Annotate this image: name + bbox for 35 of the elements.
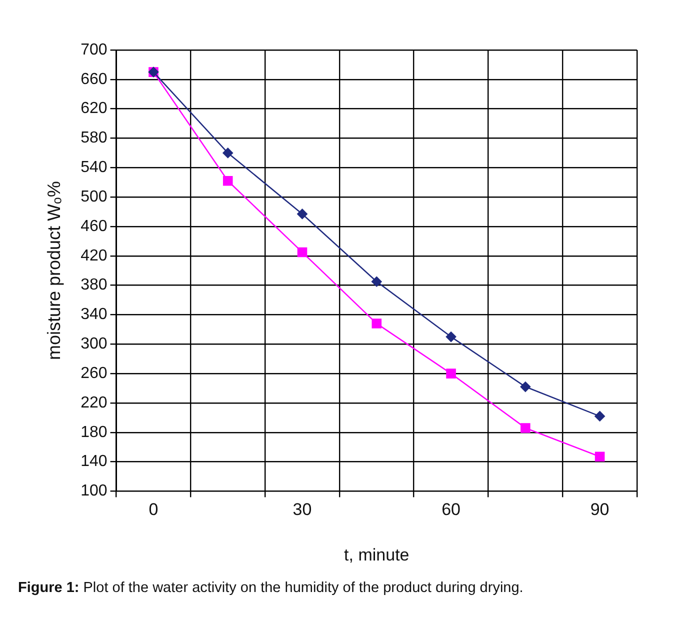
y-tick-label: 220 xyxy=(80,394,108,412)
point xyxy=(446,332,456,342)
point xyxy=(297,208,308,220)
y-tick-label: 260 xyxy=(80,364,108,382)
caption: Figure 1: Plot of the water activity on the humidity of the product during drying. xyxy=(18,580,524,596)
y-tick-label: 340 xyxy=(80,306,108,324)
y-tick-label: 580 xyxy=(80,130,108,147)
point xyxy=(446,368,456,378)
point xyxy=(222,176,233,186)
y-tick-label: 140 xyxy=(80,453,108,470)
y-tick-label: 700 xyxy=(80,41,108,58)
x-tick-label: 90 xyxy=(590,500,610,520)
y-tick-label: 300 xyxy=(80,336,108,353)
y-tick-label: 460 xyxy=(80,218,108,235)
y-tick-label: 100 xyxy=(80,482,108,500)
point xyxy=(372,318,382,328)
point xyxy=(297,247,308,258)
point xyxy=(222,148,234,158)
x-tick-label: 60 xyxy=(442,500,460,520)
y-tick-label: 540 xyxy=(80,159,108,176)
point xyxy=(594,411,605,422)
point xyxy=(594,452,605,462)
y-axis-title: moisture product Wₒ% xyxy=(44,181,64,360)
x-tick-label: 30 xyxy=(292,500,312,520)
x-tick-label: 0 xyxy=(148,500,158,520)
point xyxy=(520,423,530,433)
y-tick-label: 620 xyxy=(80,100,108,118)
y-tick-label: 500 xyxy=(80,188,108,206)
x-axis-title: t, minute xyxy=(344,545,410,564)
y-tick-label: 420 xyxy=(80,247,108,264)
point xyxy=(520,382,531,392)
y-tick-label: 380 xyxy=(80,276,108,294)
y-tick-label: 660 xyxy=(80,70,108,88)
point xyxy=(372,276,382,287)
y-tick-label: 180 xyxy=(80,424,108,441)
